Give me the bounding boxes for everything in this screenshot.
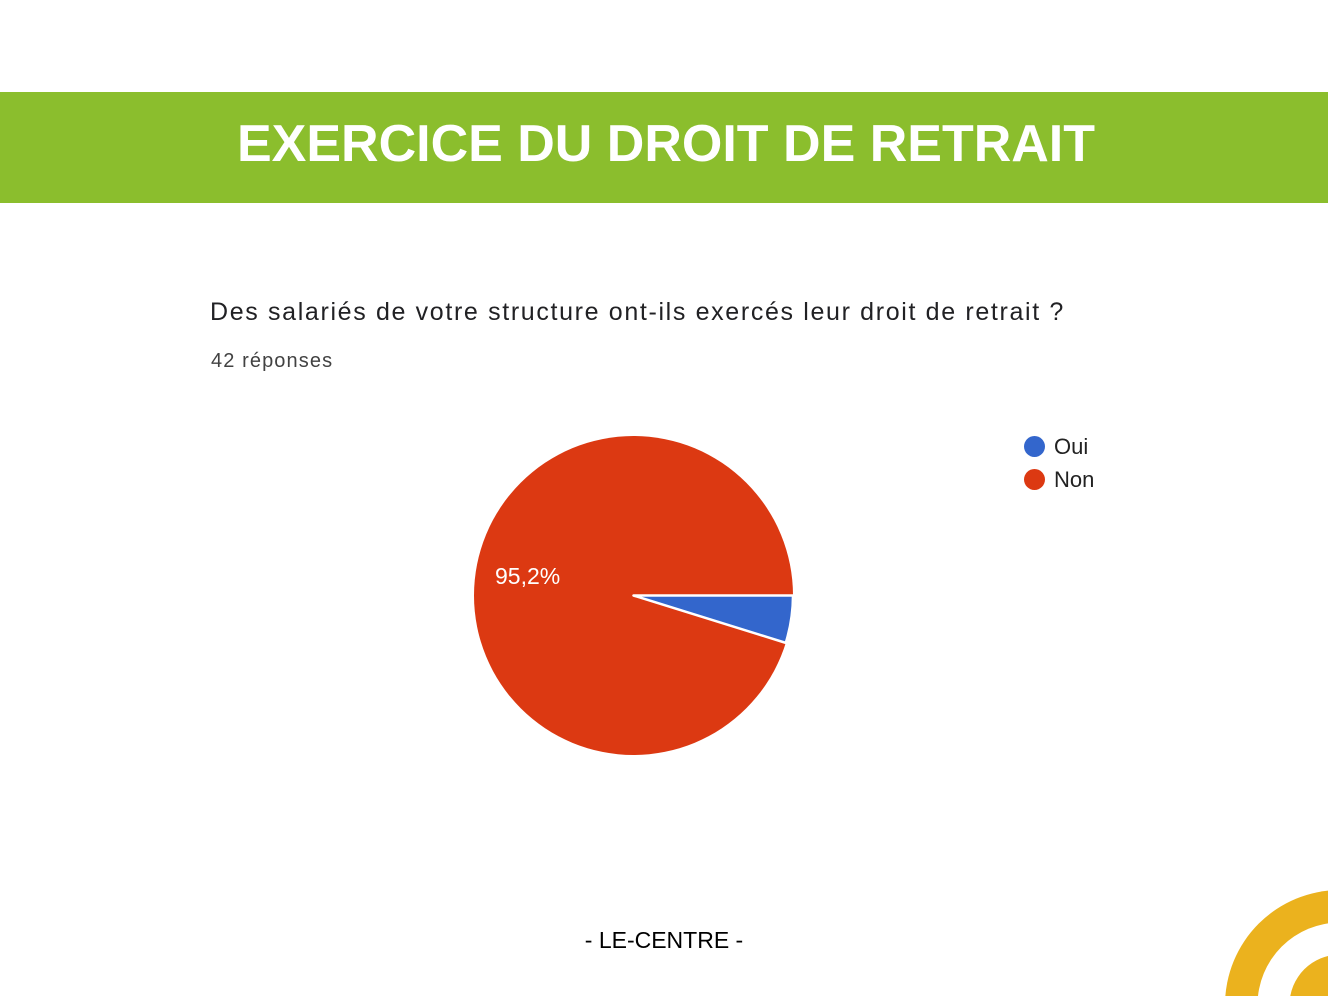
svg-text:95,2%: 95,2% [495, 563, 560, 589]
